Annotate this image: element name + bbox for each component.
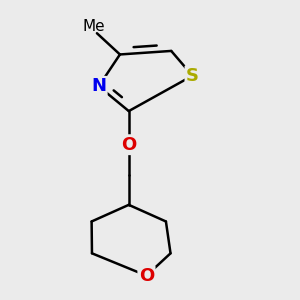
Text: N: N	[91, 77, 106, 95]
Text: O: O	[139, 267, 154, 285]
Text: S: S	[186, 67, 199, 85]
Text: Me: Me	[82, 19, 105, 34]
Text: O: O	[121, 136, 136, 154]
